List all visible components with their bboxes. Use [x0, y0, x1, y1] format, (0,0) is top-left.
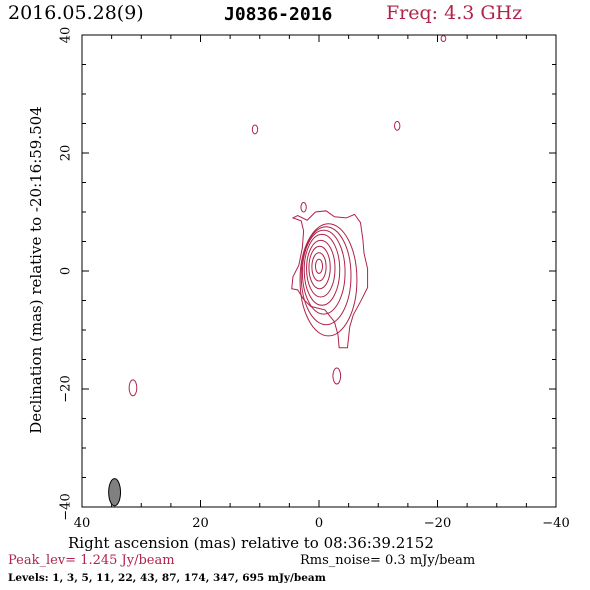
axis-ticks: 40 20 0 −20 −40 −40 −20 0 20 40: [59, 27, 570, 531]
core-contour: [308, 245, 331, 290]
y-tick-label: −20: [59, 375, 74, 402]
x-tick-label: −20: [424, 516, 451, 531]
contour-blob: [332, 367, 342, 385]
x-tick-label: 20: [192, 516, 209, 531]
core-contour: [311, 252, 327, 282]
plot-frame: [81, 34, 557, 508]
y-tick-label: 0: [59, 267, 74, 275]
x-tick-label: 40: [74, 516, 91, 531]
core-contour: [299, 223, 358, 337]
contour-blob: [300, 202, 307, 213]
epoch-date: 2016.05.28(9): [8, 2, 144, 24]
x-axis-label: Right ascension (mas) relative to 08:36:…: [68, 534, 434, 552]
core-contour: [303, 233, 341, 306]
contour-levels: Levels: 1, 3, 5, 11, 22, 43, 87, 174, 34…: [8, 572, 326, 584]
core-contour: [314, 258, 324, 274]
y-tick-label: 20: [59, 145, 74, 162]
x-tick-label: −40: [542, 516, 569, 531]
contour-blob: [440, 35, 447, 42]
core-contour: [306, 239, 336, 298]
y-axis-label: Declination (mas) relative to -20:16:59.…: [27, 106, 45, 434]
y-tick-label: −40: [59, 493, 74, 520]
contour-blob: [394, 120, 401, 131]
core-contour: [300, 226, 352, 326]
beam-shape: [108, 478, 122, 507]
beam-ellipse: [108, 478, 122, 507]
core-contour: [301, 229, 346, 315]
rms-noise: Rms_noise= 0.3 mJy/beam: [300, 553, 476, 568]
contour-lines: [128, 35, 447, 397]
contour-blob: [128, 379, 138, 397]
y-tick-label: 40: [59, 27, 74, 44]
x-tick-label: 0: [315, 516, 323, 531]
peak-level: Peak_lev= 1.245 Jy/beam: [8, 553, 175, 568]
contour-blob: [251, 124, 259, 135]
outer-contour: [291, 210, 369, 349]
frequency-label: Freq: 4.3 GHz: [386, 2, 523, 24]
source-name: J0836-2016: [224, 4, 333, 25]
